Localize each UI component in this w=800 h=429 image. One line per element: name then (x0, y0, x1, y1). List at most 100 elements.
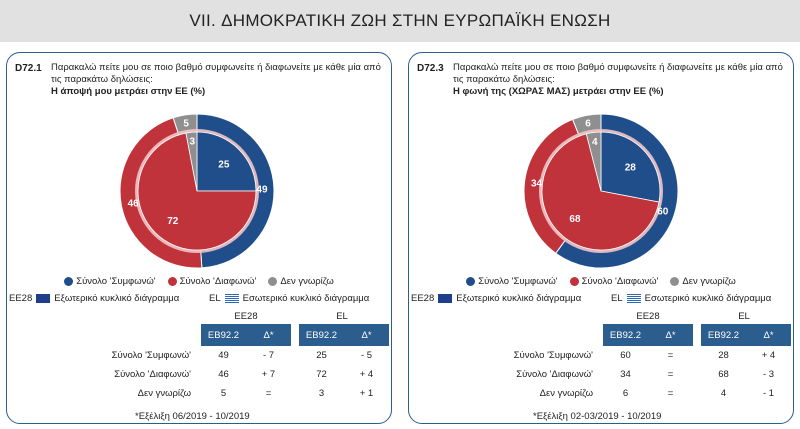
inner-ring-label-dontknow: 4 (592, 137, 598, 148)
question-statement: Η άποψή μου μετράει στην ΕΕ (%) (51, 86, 206, 97)
col-separator (693, 365, 701, 384)
greece-flag-icon (224, 293, 239, 303)
legend-label: Δεν γνωρίζω (682, 276, 736, 287)
outer-ring-label-dontknow: 5 (183, 118, 189, 129)
col-header: EB92.2 (701, 324, 746, 346)
row-label: Σύνολο 'Διαφωνώ' (114, 369, 191, 380)
outer-ring-label-agree: 49 (256, 184, 268, 195)
table-row: Σύνολο 'Συμφωνώ' 49 - 7 25 - 5 (41, 346, 389, 365)
legend-label: Σύνολο 'Διαφωνώ' (581, 276, 659, 287)
row-label: Σύνολο 'Συμφωνώ' (111, 350, 191, 361)
inner-ring-label-agree: 28 (625, 162, 637, 173)
panel-d72-3: D72.3 Παρακαλώ πείτε μου σε ποιο βαθμό σ… (408, 52, 794, 424)
question-text: Παρακαλώ πείτε μου σε ποιο βαθμό συμφωνε… (51, 62, 381, 85)
col-header: Δ* (648, 324, 693, 346)
cell: + 7 (261, 369, 276, 380)
table-header-row: EB92.2 Δ* EB92.2 Δ* (443, 324, 791, 346)
row-label: Δεν γνωρίζω (137, 388, 191, 399)
col-separator (291, 324, 299, 346)
cell: - 1 (762, 388, 775, 399)
inner-ring-label: EL Εσωτερικό κυκλικό διάγραμμα (611, 293, 771, 304)
question-text: Παρακαλώ πείτε μου σε ποιο βαθμό συμφωνε… (453, 62, 783, 85)
cell: 49 (218, 350, 229, 361)
group-label-eu: EE28 (636, 311, 660, 322)
eu-flag-icon (36, 293, 51, 303)
cell: 25 (316, 350, 327, 361)
dontknow-swatch (670, 277, 680, 286)
chart-legend: Σύνολο 'Συμφωνώ' Σύνολο 'Διαφωνώ' Δεν γν… (409, 276, 793, 287)
cell: - 5 (360, 350, 373, 361)
outer-ring-label-agree: 60 (657, 207, 669, 218)
cell: 60 (620, 350, 631, 361)
table-row: Σύνολο 'Συμφωνώ' 60 = 28 + 4 (443, 346, 791, 365)
question-code: D72.1 (15, 63, 42, 74)
col-separator (693, 384, 701, 403)
agree-swatch (466, 277, 476, 286)
col-header: Δ* (246, 324, 291, 346)
table-row: Δεν γνωρίζω 6 = 4 - 1 (443, 384, 791, 403)
legend-label: Σύνολο 'Συμφωνώ' (76, 276, 156, 287)
legend-item-disagree: Σύνολο 'Διαφωνώ' (569, 276, 659, 287)
table-header-row: EB92.2 Δ* EB92.2 Δ* (41, 324, 389, 346)
group-label-el: EL (336, 311, 348, 322)
inner-ring-slice-agree (196, 131, 257, 192)
outer-ring-text: Εξωτερικό κυκλικό διάγραμμα (456, 293, 582, 304)
inner-ring-code: EL (611, 293, 623, 304)
legend-item-dontknow: Δεν γνωρίζω (670, 276, 736, 287)
cell: 46 (218, 369, 229, 380)
cell: 4 (720, 388, 727, 399)
legend-label: Σύνολο 'Συμφωνώ' (478, 276, 558, 287)
agree-swatch (64, 277, 74, 286)
col-header: Δ* (746, 324, 791, 346)
page-header: VII. ΔΗΜΟΚΡΑΤΙΚΗ ΖΩΗ ΣΤΗΝ ΕΥΡΩΠΑΪΚΗ ΕΝΩΣ… (0, 0, 800, 42)
chart-legend: Σύνολο 'Συμφωνώ' Σύνολο 'Διαφωνώ' Δεν γν… (7, 276, 391, 287)
legend-label: Σύνολο 'Διαφωνώ' (179, 276, 257, 287)
inner-ring-label-disagree: 72 (167, 216, 179, 227)
cell: 5 (220, 388, 227, 399)
inner-ring-label-dontknow: 3 (190, 137, 196, 148)
data-table: EB92.2 Δ* EB92.2 Δ* Σύνολο 'Συμφωνώ' 49 … (41, 324, 389, 403)
dontknow-swatch (268, 277, 278, 286)
legend-item-agree: Σύνολο 'Συμφωνώ' (466, 276, 558, 287)
cell: = (667, 350, 674, 361)
ring-separator (539, 129, 663, 253)
outer-ring-label-dontknow: 6 (585, 119, 591, 130)
inner-ring-label: EL Εσωτερικό κυκλικό διάγραμμα (209, 293, 369, 304)
col-header: Δ* (344, 324, 389, 346)
cell: - 3 (762, 369, 775, 380)
donut-chart: 49 46 5 25 72 3 (119, 113, 275, 269)
cell: 28 (718, 350, 729, 361)
col-separator (291, 384, 299, 403)
col-separator (693, 324, 701, 346)
disagree-swatch (569, 277, 579, 286)
cell: - 7 (262, 350, 275, 361)
inner-ring-code: EL (209, 293, 221, 304)
inner-ring-slice-dontknow (185, 131, 198, 192)
cell: = (265, 388, 272, 399)
cell: + 4 (359, 369, 374, 380)
col-header: EB92.2 (603, 324, 648, 346)
legend-item-agree: Σύνολο 'Συμφωνώ' (64, 276, 156, 287)
group-label-eu: EE28 (234, 311, 258, 322)
inner-ring-text: Εσωτερικό κυκλικό διάγραμμα (242, 293, 370, 304)
disagree-swatch (167, 277, 177, 286)
inner-ring-slice-disagree (137, 132, 257, 251)
cell: 3 (318, 388, 325, 399)
table-corner (41, 324, 201, 346)
col-separator (291, 365, 299, 384)
outer-ring-label: EE28 Εξωτερικό κυκλικό διάγραμμα (411, 293, 581, 304)
inner-ring-slice-dontknow (585, 131, 602, 192)
cell: + 1 (359, 388, 374, 399)
inner-ring-slice-agree (600, 131, 661, 203)
table-corner (443, 324, 603, 346)
eu-flag-icon (438, 293, 453, 303)
panel-d72-1: D72.1 Παρακαλώ πείτε μου σε ποιο βαθμό σ… (6, 52, 392, 424)
inner-ring-text: Εσωτερικό κυκλικό διάγραμμα (644, 293, 772, 304)
cell: = (667, 388, 674, 399)
cell: 6 (622, 388, 629, 399)
col-separator (693, 346, 701, 365)
inner-ring-slice-disagree (541, 133, 660, 251)
cell: 34 (620, 369, 631, 380)
outer-ring-code: EE28 (411, 293, 435, 304)
question-code: D72.3 (417, 63, 444, 74)
